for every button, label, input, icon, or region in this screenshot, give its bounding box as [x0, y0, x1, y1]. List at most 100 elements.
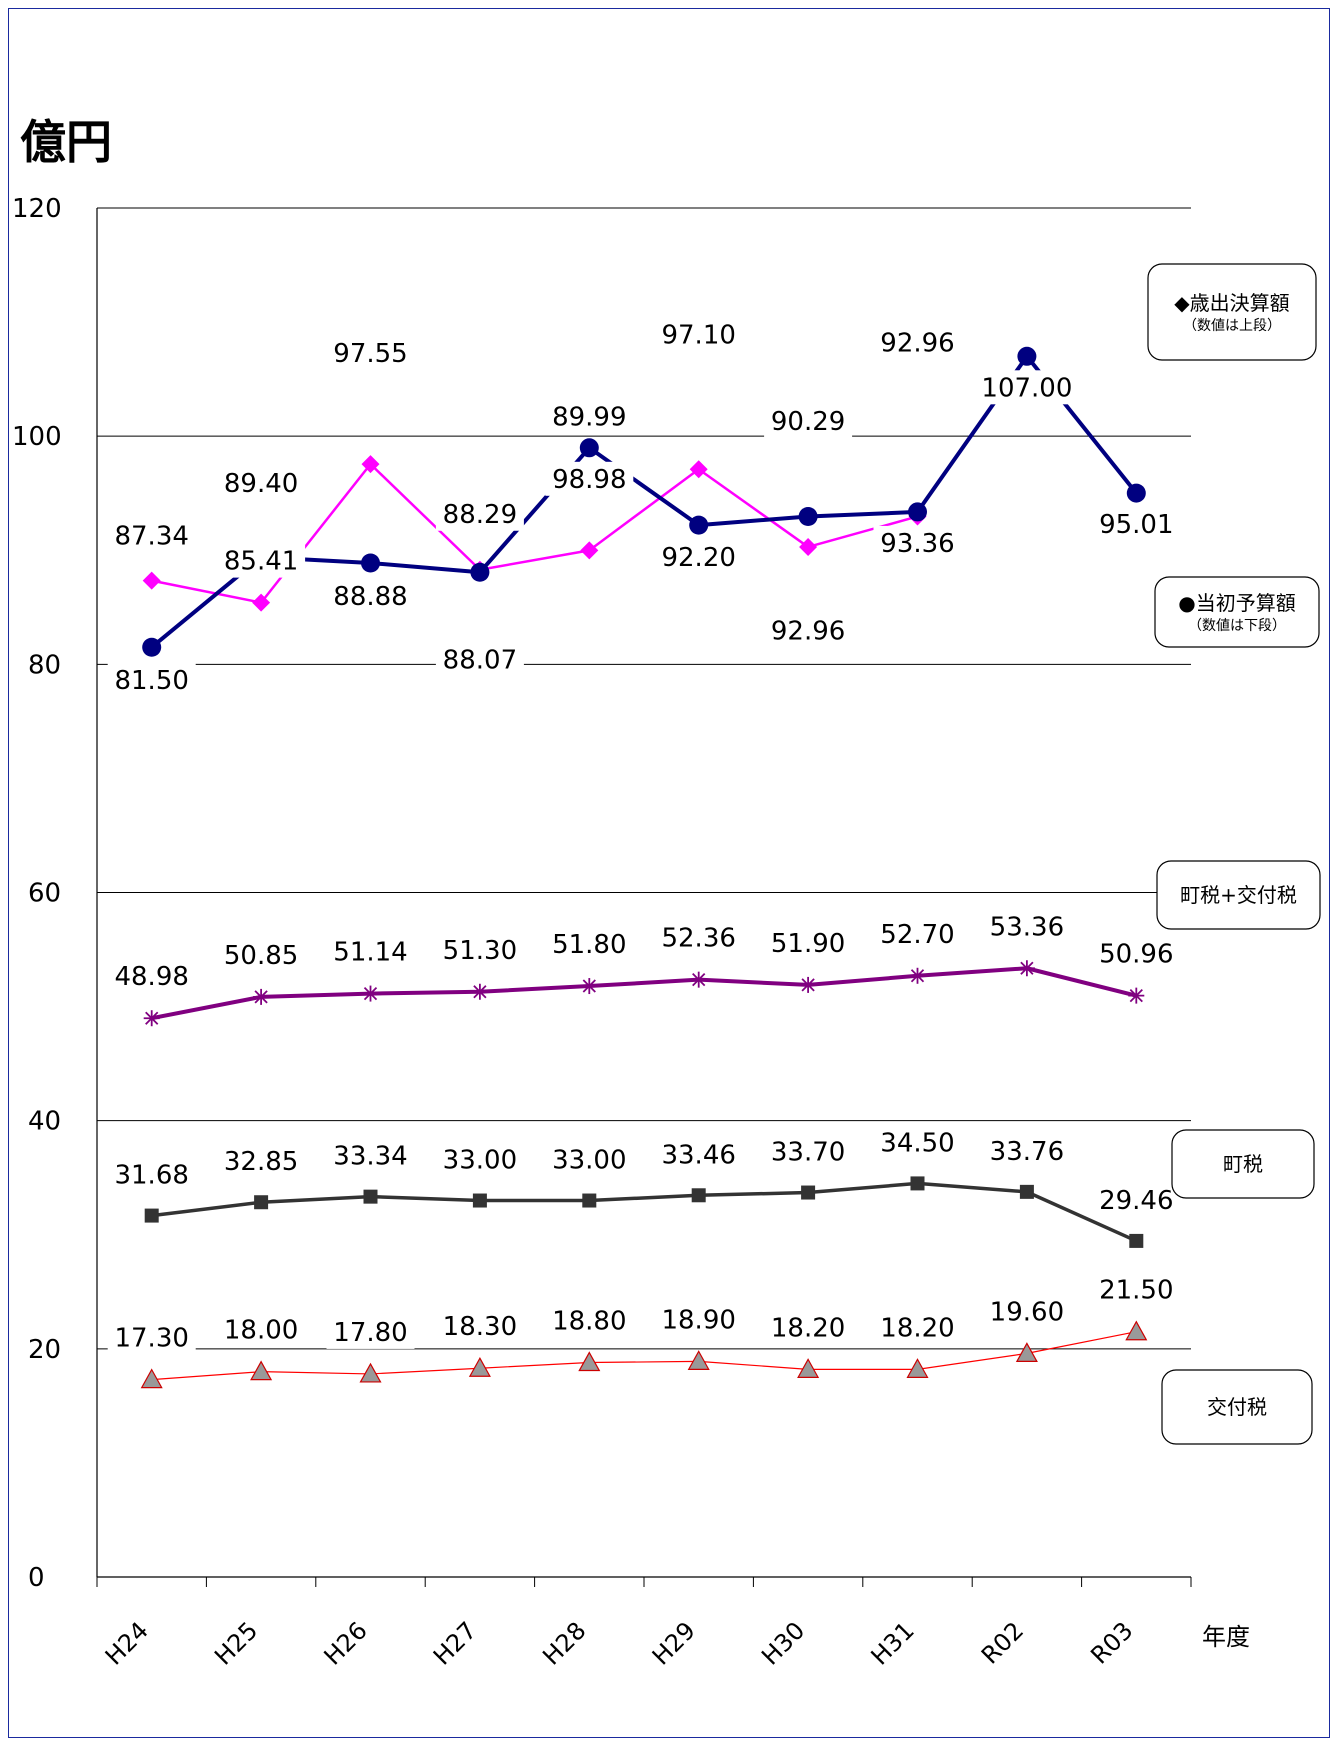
data-point [361, 455, 380, 474]
x-tick-label: H31 [866, 1616, 920, 1670]
legend-box [1161, 1369, 1313, 1445]
data-label-bg [107, 663, 196, 698]
data-point-stroke [473, 985, 487, 999]
data-label: 51.30 [443, 936, 517, 966]
data-label-bg [217, 937, 306, 972]
data-label: 87.34 [114, 522, 188, 552]
data-point-stroke [692, 973, 706, 987]
data-label: 31.68 [114, 1161, 188, 1191]
data-point [910, 1176, 925, 1191]
series-line [151, 1181, 1138, 1243]
data-point [908, 502, 927, 522]
y-tick-label: 20 [28, 1335, 61, 1365]
data-point [142, 571, 161, 590]
y-tick-label: 100 [12, 422, 62, 452]
data-label: 81.50 [114, 666, 188, 696]
data-label: 51.90 [771, 929, 845, 959]
data-label-bg [974, 370, 1079, 405]
x-tick-label: H28 [537, 1616, 591, 1670]
data-label: 93.36 [880, 529, 954, 559]
x-tick-label: H29 [647, 1616, 701, 1670]
data-label-bg [326, 1314, 415, 1349]
data-label-bg [217, 543, 306, 578]
x-tick-label: H27 [428, 1616, 482, 1670]
data-point [906, 1358, 929, 1378]
legend-label: 町税 [1223, 1152, 1263, 1176]
data-point [1018, 960, 1035, 977]
data-point [471, 983, 488, 1000]
data-label-bg [545, 399, 634, 434]
data-point [800, 976, 817, 993]
data-point [690, 971, 707, 988]
data-point [1126, 483, 1146, 503]
data-label: 33.46 [661, 1140, 735, 1170]
data-point [143, 1010, 160, 1027]
data-label-bg [326, 1138, 415, 1173]
data-point [909, 967, 926, 984]
data-label: 33.70 [771, 1138, 845, 1168]
data-label-bg [654, 317, 743, 352]
legend-label: 交付税 [1207, 1395, 1267, 1419]
data-label: 33.34 [333, 1142, 407, 1172]
data-point [797, 1358, 820, 1378]
data-point-stroke [910, 969, 925, 983]
legend-note: （数値は上段） [1183, 318, 1281, 334]
data-point [580, 541, 599, 560]
data-label-bg [1092, 507, 1181, 542]
data-point [1128, 987, 1145, 1004]
series-line [151, 1331, 1137, 1381]
data-label: 52.36 [661, 924, 735, 954]
data-point-stroke [1129, 988, 1143, 1003]
data-label: 33.00 [443, 1146, 517, 1176]
data-label: 85.41 [224, 547, 298, 577]
y-tick-label: 80 [28, 650, 61, 680]
legend-label: 町税+交付税 [1180, 883, 1297, 907]
data-point-stroke [582, 979, 596, 993]
data-label: 17.30 [114, 1324, 188, 1354]
unit-label: 億円 [20, 115, 112, 169]
data-label-bg [217, 1144, 306, 1179]
data-point [1019, 1184, 1034, 1199]
data-label-bg [326, 579, 415, 614]
data-point [363, 1189, 378, 1204]
data-label-bg [545, 461, 634, 496]
data-label-bg [435, 496, 524, 531]
data-point-stroke [254, 990, 268, 1004]
y-tick-label: 0 [28, 1563, 45, 1593]
data-label: 17.80 [333, 1318, 407, 1348]
data-point [361, 553, 380, 573]
data-label: 33.00 [552, 1146, 626, 1176]
data-point [799, 537, 818, 556]
data-point [1125, 1320, 1148, 1341]
data-label: 51.80 [552, 930, 626, 960]
data-point [1015, 1342, 1038, 1362]
data-point [362, 985, 379, 1002]
x-tick-label: H30 [756, 1616, 810, 1670]
data-label-bg [1092, 1272, 1181, 1307]
data-point [254, 1195, 269, 1210]
data-point-stroke [801, 978, 815, 992]
data-label-bg [982, 909, 1071, 944]
data-point [468, 1356, 491, 1377]
data-point [1129, 1233, 1144, 1248]
legend-box [1156, 860, 1321, 930]
data-label-bg [435, 1309, 524, 1344]
x-tick-label: H26 [319, 1616, 373, 1670]
data-label: 95.01 [1099, 510, 1173, 540]
legend-box [1171, 1129, 1315, 1199]
data-point-stroke [145, 1011, 159, 1025]
chart-frame [8, 8, 1330, 1738]
data-label-bg [217, 1312, 306, 1347]
legend-label: ●当初予算額 [1178, 591, 1295, 615]
data-label-bg [435, 1142, 524, 1177]
data-label-bg [435, 932, 524, 967]
data-label: 97.10 [661, 320, 735, 350]
data-label: 18.20 [880, 1313, 954, 1343]
data-label-bg [982, 1294, 1071, 1329]
data-label: 48.98 [114, 962, 188, 992]
data-label-bg [764, 1134, 853, 1169]
data-label-bg [982, 1133, 1071, 1168]
data-label: 21.50 [1099, 1276, 1173, 1306]
data-label-bg [873, 1310, 962, 1345]
